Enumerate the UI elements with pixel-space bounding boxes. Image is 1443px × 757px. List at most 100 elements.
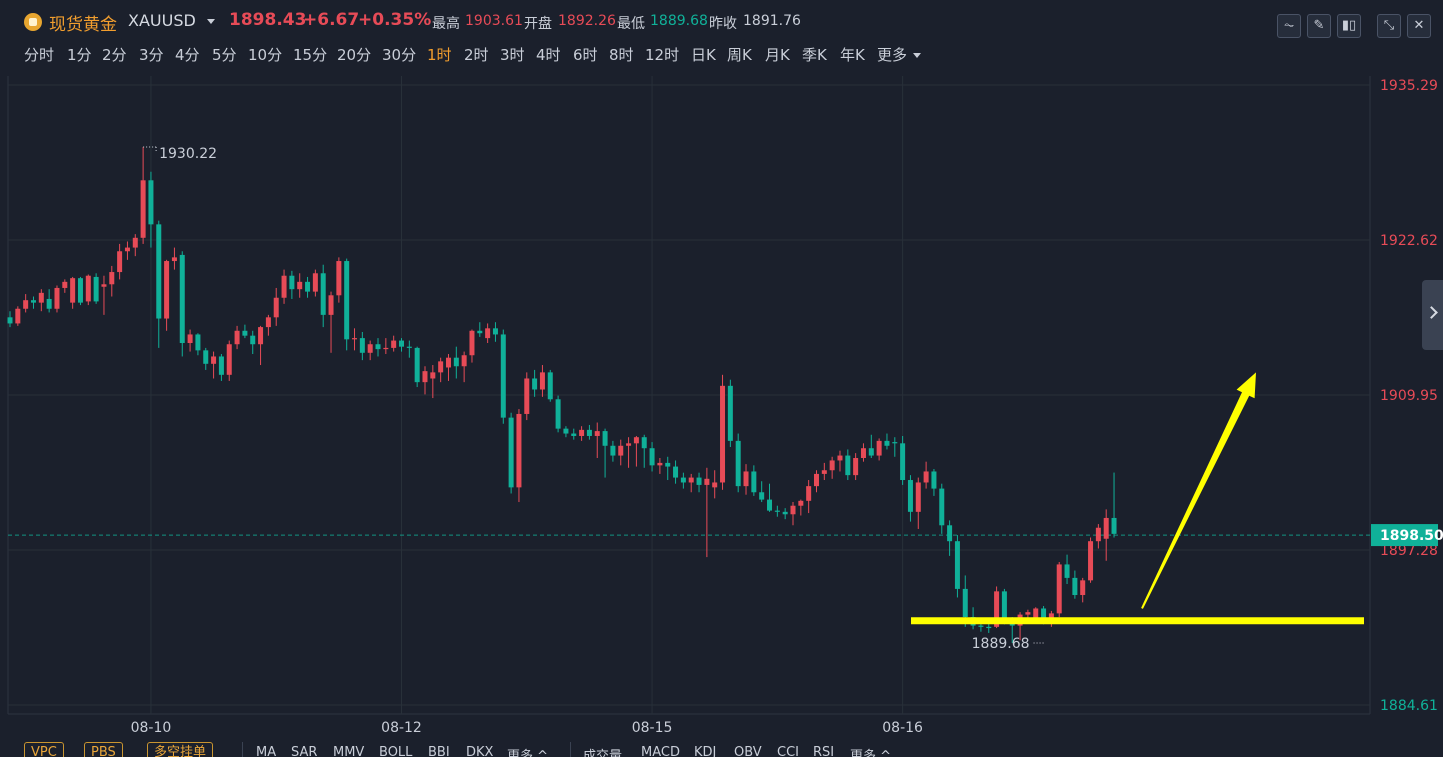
- candle: [508, 412, 514, 494]
- period-tab-9[interactable]: 30分: [382, 46, 417, 64]
- period-tab-21[interactable]: 年K: [840, 46, 865, 64]
- main-indicator-2[interactable]: MMV: [333, 745, 365, 757]
- period-tab-16[interactable]: 12时: [645, 46, 680, 64]
- candle-body: [30, 300, 36, 303]
- candle: [500, 329, 506, 424]
- candle-body: [195, 334, 201, 351]
- sub-indicator-1[interactable]: MACD: [641, 745, 680, 757]
- period-tab-11[interactable]: 2时: [464, 46, 489, 64]
- candle-body: [610, 445, 616, 456]
- candle-body: [492, 328, 498, 335]
- more-periods-caret-icon[interactable]: [913, 53, 921, 58]
- main-indicator-3[interactable]: BOLL: [379, 745, 413, 757]
- line-chart-icon[interactable]: ⏦: [1277, 14, 1301, 38]
- symbol-dropdown-caret-icon[interactable]: [207, 19, 215, 24]
- prev-close-label: 昨收: [709, 16, 737, 32]
- candle-body: [23, 300, 29, 309]
- candlestick-chart[interactable]: 1935.29 1922.62 1909.95 1897.28 1884.61 08-10…: [0, 70, 1443, 740]
- candle: [117, 243, 123, 280]
- candle: [790, 502, 796, 526]
- candle: [179, 251, 185, 357]
- candle-body: [712, 482, 718, 488]
- period-tab-6[interactable]: 10分: [248, 46, 283, 64]
- close-icon[interactable]: ✕: [1407, 14, 1431, 38]
- period-tab-13[interactable]: 4时: [536, 46, 561, 64]
- sub-indicator-5[interactable]: RSI: [813, 745, 835, 757]
- candle-body: [234, 330, 240, 345]
- main-indicator-1[interactable]: SAR: [291, 745, 318, 757]
- period-tab-14[interactable]: 6时: [573, 46, 598, 64]
- period-tab-12[interactable]: 3时: [500, 46, 525, 64]
- period-tab-17[interactable]: 日K: [691, 46, 716, 64]
- candle: [1111, 472, 1117, 538]
- period-tab-15[interactable]: 8时: [609, 46, 634, 64]
- main-indicator-4[interactable]: BBI: [428, 745, 450, 757]
- candle-body: [633, 437, 639, 444]
- period-tab-18[interactable]: 周K: [727, 46, 752, 64]
- candle: [23, 294, 29, 313]
- footer-button-2[interactable]: 多空挂单: [147, 742, 214, 757]
- candle: [305, 276, 311, 298]
- period-tab-7[interactable]: 15分: [293, 46, 328, 64]
- collapse-icon[interactable]: ⤡: [1377, 14, 1401, 38]
- pencil-icon[interactable]: ✎: [1307, 14, 1331, 38]
- footer-button-0[interactable]: VPC: [24, 742, 64, 757]
- y-tick-label: 1922.62: [1380, 233, 1438, 249]
- footer-separator: [570, 742, 571, 757]
- period-tab-2[interactable]: 2分: [102, 46, 127, 64]
- candle: [453, 346, 459, 379]
- gold-coin-icon: [24, 13, 42, 31]
- candle-body: [813, 473, 819, 487]
- candle-body: [508, 417, 514, 488]
- period-tab-19[interactable]: 月K: [765, 46, 790, 64]
- candlestick-icon[interactable]: ▮▯: [1337, 14, 1361, 38]
- up-arrow-icon: [1141, 372, 1256, 609]
- candle: [586, 424, 592, 440]
- candle-body: [555, 399, 561, 429]
- sub-indicator-4[interactable]: CCI: [777, 745, 799, 757]
- candle: [485, 323, 491, 344]
- main-indicator-5[interactable]: DKX: [466, 745, 494, 757]
- footer-button-1[interactable]: PBS: [84, 742, 123, 757]
- period-tab-1[interactable]: 1分: [67, 46, 92, 64]
- candle-body: [947, 525, 953, 542]
- candle: [806, 480, 812, 514]
- candle-body: [907, 480, 913, 512]
- x-tick-label: 08-12: [381, 720, 422, 736]
- candle: [312, 269, 318, 297]
- candle: [524, 372, 530, 421]
- candle-body: [586, 429, 592, 436]
- period-tab-10[interactable]: 1时: [427, 46, 452, 64]
- symbol-name[interactable]: 现货黄金: [49, 15, 117, 35]
- period-tab-3[interactable]: 3分: [139, 46, 164, 64]
- period-tab-0[interactable]: 分时: [24, 46, 55, 64]
- candle: [1080, 577, 1086, 603]
- period-tab-22[interactable]: 更多: [877, 46, 908, 64]
- sub-indicator-3[interactable]: OBV: [734, 745, 762, 757]
- main-indicator-0[interactable]: MA: [256, 745, 277, 757]
- sub-indicator-2[interactable]: KDJ: [694, 745, 717, 757]
- main-indicator-6[interactable]: 更多 ^: [507, 749, 549, 757]
- candle: [77, 276, 83, 306]
- candle-body: [171, 257, 177, 262]
- candle-body: [782, 511, 788, 515]
- candle-body: [821, 470, 827, 474]
- candle: [320, 264, 326, 328]
- period-tab-20[interactable]: 季K: [802, 46, 827, 64]
- period-tab-4[interactable]: 4分: [175, 46, 200, 64]
- candle-body: [1111, 517, 1117, 534]
- symbol-code[interactable]: XAUUSD: [128, 11, 196, 30]
- candle-body: [1001, 591, 1007, 621]
- candle: [680, 472, 686, 489]
- candle-body: [352, 338, 358, 340]
- period-tab-5[interactable]: 5分: [212, 46, 237, 64]
- candle-body: [93, 276, 99, 302]
- candle: [359, 331, 365, 361]
- side-panel-toggle-chevron-icon[interactable]: [1422, 280, 1443, 350]
- x-tick-label: 08-16: [882, 720, 923, 736]
- period-tab-8[interactable]: 20分: [337, 46, 372, 64]
- candle-body: [665, 462, 671, 467]
- candle: [273, 287, 279, 326]
- sub-indicator-6[interactable]: 更多 ^: [850, 749, 892, 757]
- sub-indicator-0[interactable]: 成交量: [583, 749, 623, 757]
